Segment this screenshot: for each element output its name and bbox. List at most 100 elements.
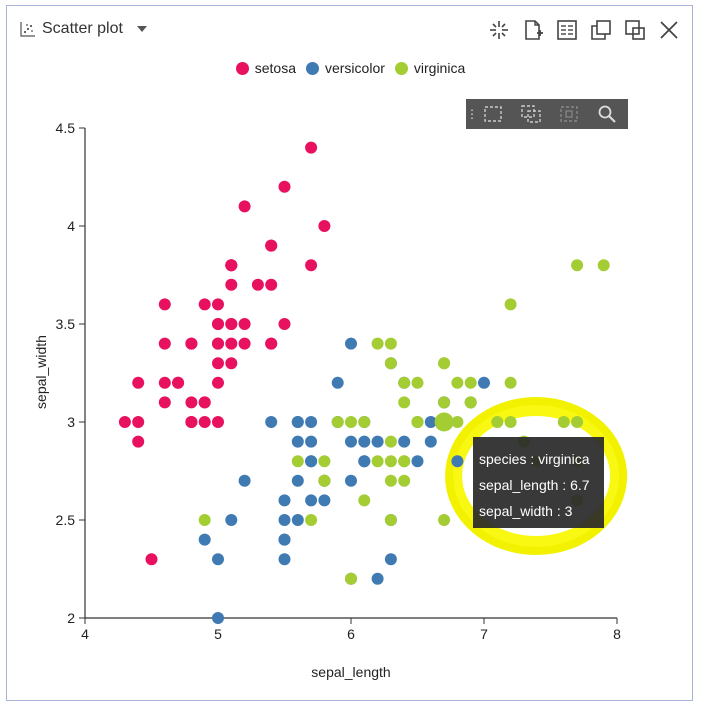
data-point-virginica [384,455,397,468]
data-point-virginica [411,416,424,428]
y-tick-label: 4 [67,218,75,234]
pop-out-button[interactable] [623,18,647,42]
data-point-setosa [225,318,238,330]
panel-header: Scatter plot [0,0,701,50]
legend-marker [394,61,408,75]
box-select-button[interactable] [474,99,512,129]
data-point-virginica [398,474,411,487]
data-point-virginica [571,416,584,428]
crosshair-icon [490,21,508,39]
table-button[interactable] [555,18,579,42]
data-point-virginica [411,376,424,389]
data-point-versicolor [291,514,304,526]
data-point-virginica [438,514,451,526]
data-point-versicolor [291,474,304,487]
chart-type-dropdown[interactable]: Scatter plot [20,20,147,38]
data-point-versicolor [278,533,291,546]
data-point-virginica [451,416,464,428]
chevron-down-icon [136,26,147,32]
drag-handle[interactable]: ⋮ [466,107,478,121]
add-file-button[interactable] [521,18,545,42]
x-tick-label: 6 [347,626,355,642]
data-point-virginica [571,259,584,272]
chart-title: Scatter plot [42,20,123,37]
close-button[interactable] [657,18,681,42]
tooltip-sepal-length: sepal_length : 6.7 [479,477,590,493]
data-point-versicolor [238,474,251,487]
legend-item-versicolor[interactable]: versicolor [305,60,385,76]
close-icon [660,21,678,39]
data-point-setosa [212,416,224,428]
zoom-in-box-icon [521,105,541,123]
data-point-setosa [185,416,198,428]
data-point-versicolor [358,435,371,448]
data-point-versicolor [478,376,490,389]
y-tick-label: 3 [67,414,75,430]
data-point-versicolor [345,337,357,350]
data-point-versicolor [331,376,344,389]
data-point-setosa [212,357,224,370]
search-button[interactable] [588,99,626,129]
legend-marker [305,61,319,75]
data-point-versicolor [305,494,318,507]
data-point-virginica [398,376,411,389]
data-point-setosa [212,337,224,350]
y-tick-label: 4.5 [56,120,76,136]
data-point-setosa [198,298,211,311]
data-point-virginica [318,474,331,487]
data-point-virginica [491,416,504,428]
table-icon [557,20,577,40]
data-point-setosa [158,376,171,389]
data-point-versicolor [384,553,397,566]
zoom-out-select-button[interactable] [550,99,588,129]
data-point-versicolor [291,416,304,428]
data-point-setosa [158,298,171,311]
data-point-setosa [278,180,291,193]
data-point-versicolor [451,455,464,468]
data-point-virginica [371,455,384,468]
data-point-versicolor [212,612,224,624]
data-point-virginica [384,514,397,526]
data-point-setosa [305,259,318,272]
data-point-setosa [158,337,171,350]
data-point-setosa [158,396,171,409]
legend-item-setosa[interactable]: setosa [235,60,296,76]
data-point-virginica [464,376,477,389]
point-tooltip: species : virginica sepal_length : 6.7 s… [473,437,604,528]
y-tick-label: 2 [67,610,75,626]
data-point-versicolor [265,416,278,428]
data-point-versicolor [371,435,384,448]
data-point-virginica [438,396,451,409]
data-point-versicolor [318,494,331,507]
toolbar [487,18,681,42]
x-tick-label: 4 [81,626,89,642]
x-axis-label: sepal_length [311,664,390,680]
data-point-virginica [345,572,357,585]
duplicate-button[interactable] [589,18,613,42]
data-point-versicolor [278,514,291,526]
data-point-versicolor [411,455,424,468]
data-point-virginica [438,357,451,370]
data-point-setosa [265,337,278,350]
data-point-virginica [384,357,397,370]
crosshair-button[interactable] [487,18,511,42]
data-point-setosa [238,337,251,350]
data-point-setosa [145,553,158,566]
data-point-setosa [185,396,198,409]
data-point-setosa [318,220,331,232]
data-point-setosa [265,278,278,291]
data-point-virginica [464,396,477,409]
data-point-versicolor [225,514,238,526]
data-point-versicolor [305,455,318,468]
add-file-icon [525,20,543,40]
data-point-virginica [451,376,464,389]
data-point-virginica [318,455,331,468]
pop-out-icon [625,20,645,40]
data-point-virginica [384,474,397,487]
highlighted-point [434,412,454,432]
legend-item-virginica[interactable]: virginica [394,60,465,76]
data-point-virginica [597,259,610,272]
data-point-virginica [331,416,344,428]
zoom-in-select-button[interactable] [512,99,550,129]
data-point-setosa [212,376,224,389]
